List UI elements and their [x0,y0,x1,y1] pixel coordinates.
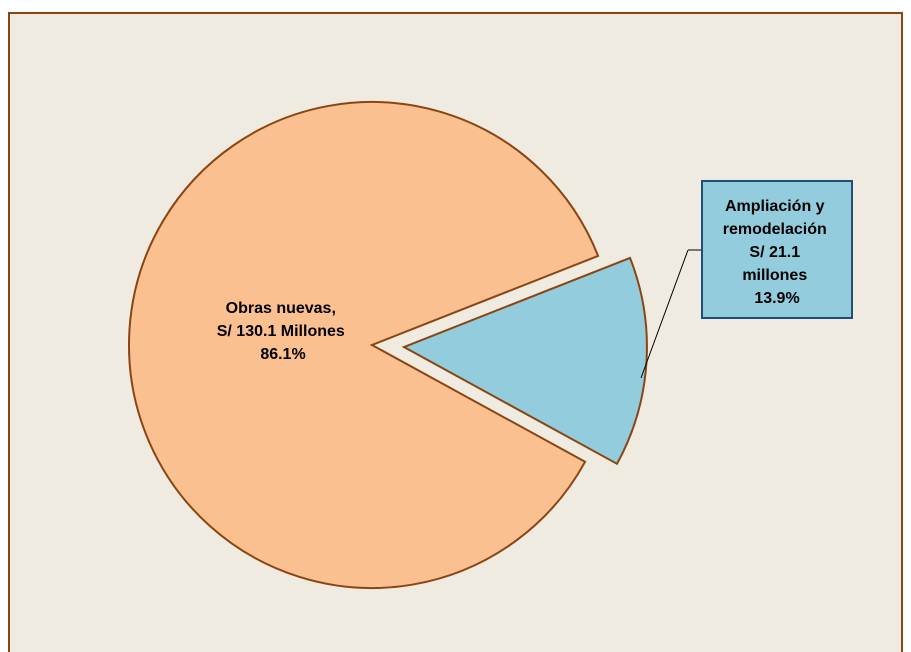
label-ampliacion-line-1: Ampliación y [725,198,825,215]
label-ampliacion-line-3: S/ 21.1 [749,244,800,261]
label-obras-line-2: S/ 130.1 Millones [217,323,345,340]
callout-box [701,180,853,319]
label-obras-line-3: 86.1% [260,346,305,363]
label-ampliacion-line-2: remodelación [723,221,827,238]
label-obras-nuevas: Obras nuevas, S/ 130.1 Millones 86.1% [217,300,350,363]
pie-slice-obras-nuevas [128,101,600,589]
label-ampliacion-line-5: 13.9% [754,290,799,307]
label-ampliacion: Ampliación y remodelación S/ 21.1 millon… [723,198,831,307]
label-ampliacion-line-4: millones [742,267,807,284]
callout-leader-line [640,249,689,379]
label-obras-line-1: Obras nuevas, [226,300,336,317]
